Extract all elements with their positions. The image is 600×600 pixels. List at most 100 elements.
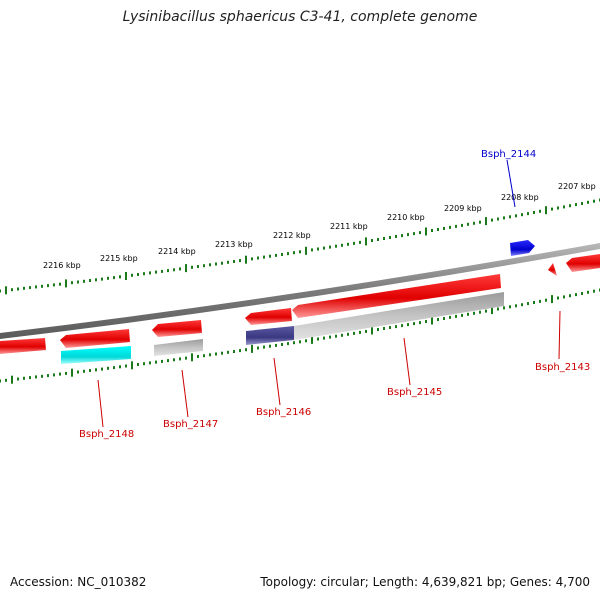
map-title: Lysinibacillus sphaericus C3-41, complet… [122,9,478,25]
outer-minor-tick [461,223,463,227]
inner-minor-tick [29,376,31,380]
inner-minor-tick [389,326,391,329]
outer-minor-tick [71,281,73,285]
outer-minor-tick [167,269,169,273]
inner-minor-tick [413,322,415,326]
outer-minor-tick [317,247,319,251]
kbp-label-2207: 2207 kbp [558,182,596,191]
leader-line-bsph-2148 [97,379,104,428]
gene-arrow-left-edge[interactable] [0,338,46,354]
outer-minor-tick [275,253,277,257]
outer-major-tick [185,264,187,273]
outer-minor-tick [59,282,61,286]
inner-minor-tick [317,337,319,341]
outer-minor-tick [497,217,499,221]
inner-minor-tick [359,330,361,334]
inner-minor-tick [125,364,127,368]
kbp-label-2213: 2213 kbp [215,240,253,249]
outer-major-tick [245,255,247,264]
inner-minor-tick [287,342,289,346]
inner-minor-tick [545,298,547,302]
gene-label-bsph-2148[interactable]: Bsph_2148 [79,429,134,440]
gene-arrow-bsph-2148[interactable] [60,329,130,348]
inner-minor-tick [593,289,595,293]
genome-summary-text: Topology: circular; Length: 4,639,821 bp… [260,575,590,589]
inner-minor-tick [53,373,55,377]
outer-minor-tick [383,237,385,240]
product-bar-bsph-2148[interactable] [61,346,131,364]
outer-minor-tick [323,246,325,250]
gene-label-bsph-2145[interactable]: Bsph_2145 [387,387,442,398]
outer-minor-tick [563,205,565,209]
inner-minor-tick [179,357,181,361]
gene-track [0,240,600,354]
outer-minor-tick [281,253,283,256]
inner-minor-tick [185,356,187,360]
inner-minor-tick [113,366,115,370]
inner-major-tick [191,353,193,362]
inner-minor-tick [173,358,175,362]
outer-minor-tick [269,254,271,258]
inner-minor-tick [425,320,427,323]
kbp-label-2216: 2216 kbp [43,261,81,270]
outer-minor-tick [491,218,493,222]
outer-minor-tick [95,278,97,282]
outer-minor-tick [41,284,43,288]
outer-minor-tick [389,236,391,239]
inner-minor-tick [575,293,577,297]
leader-line-bsph-2147 [181,369,189,418]
outer-minor-tick [503,216,505,220]
inner-minor-tick [419,321,421,325]
inner-minor-tick [269,344,271,348]
outer-minor-tick [455,224,457,228]
inner-minor-tick [263,345,265,349]
inner-minor-tick [245,348,247,352]
outer-minor-tick [209,263,211,267]
inner-major-tick [251,344,253,353]
outer-minor-tick [83,279,85,283]
gene-label-bsph-2144[interactable]: Bsph_2144 [481,149,536,160]
inner-minor-tick [443,317,445,320]
gene-arrow-bsph-2144[interactable] [510,240,535,256]
leader-line-bsph-2144 [506,159,516,208]
outer-minor-tick [149,271,151,275]
outer-minor-tick [353,241,355,245]
outer-minor-tick [179,267,181,271]
gene-label-bsph-2146[interactable]: Bsph_2146 [256,407,311,418]
inner-minor-tick [395,325,397,329]
inner-minor-tick [293,341,295,345]
product-bar-bsph-2145[interactable] [294,292,504,340]
product-bar-bsph-2147[interactable] [154,339,203,356]
inner-minor-tick [557,296,559,300]
gene-arrow-bsph-2145[interactable] [292,274,501,318]
inner-minor-tick [365,329,367,333]
kbp-labels: 2216 kbp 2215 kbp 2214 kbp 2213 kbp 2212… [43,182,596,270]
inner-minor-tick [59,372,61,376]
inner-minor-tick [485,309,487,313]
inner-minor-tick [497,307,499,311]
outer-major-tick [485,217,487,226]
inner-minor-tick [23,376,25,380]
inner-minor-tick [479,310,481,314]
kbp-label-2212: 2212 kbp [273,231,311,240]
outer-minor-tick [29,286,31,290]
inner-minor-tick [539,299,541,303]
gene-arrow-right-edge[interactable] [566,254,600,272]
inner-minor-tick [119,365,121,369]
gene-label-bsph-2147[interactable]: Bsph_2147 [163,419,218,430]
inner-minor-tick [515,304,517,308]
kbp-label-2211: 2211 kbp [330,222,368,231]
inner-minor-tick [377,328,379,331]
inner-minor-tick [503,306,505,310]
gene-arrow-bsph-2147[interactable] [152,320,202,337]
inner-major-tick [311,335,313,344]
leader-lines [97,159,561,428]
gene-arrow-bsph-2143[interactable] [548,263,557,276]
outer-minor-tick [533,211,535,214]
outer-minor-tick [335,244,337,248]
product-bar-bsph-2146[interactable] [246,326,294,345]
inner-major-tick [11,375,13,384]
gene-arrow-bsph-2146[interactable] [245,308,292,325]
inner-minor-tick [323,336,325,340]
gene-label-bsph-2143[interactable]: Bsph_2143 [535,362,590,373]
